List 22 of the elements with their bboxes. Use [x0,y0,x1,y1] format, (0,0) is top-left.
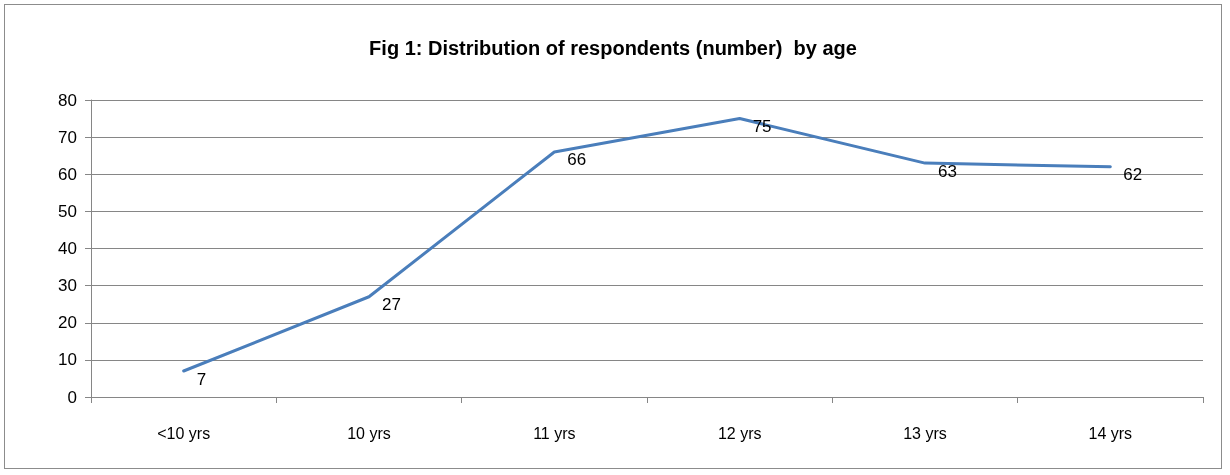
x-tick-label: 14 yrs [1088,424,1133,442]
chart-title: Fig 1: Distribution of respondents (number) by age [369,37,857,59]
y-tick-label: 60 [58,164,77,184]
x-tick-label: 10 yrs [347,424,391,442]
y-tick-label: 20 [58,313,77,333]
x-tick-label: 11 yrs [533,424,576,442]
data-label: 62 [1123,165,1143,185]
line-series [182,117,1112,373]
data-label: 27 [382,295,401,315]
x-tick-label: 12 yrs [717,424,762,442]
y-tick-label: 0 [67,387,77,407]
y-tick-label: 30 [58,276,77,296]
x-tick-label: 13 yrs [903,424,947,442]
data-label: 66 [567,150,587,170]
y-tick-label: 70 [58,127,77,147]
x-tick-label: <10 yrs [157,424,211,442]
y-tick-label: 10 [58,350,77,370]
y-tick-label: 50 [58,201,77,221]
data-label: 7 [196,369,207,389]
data-label: 63 [938,161,957,181]
y-tick-label: 40 [58,239,77,258]
y-tick-label: 80 [58,90,77,110]
